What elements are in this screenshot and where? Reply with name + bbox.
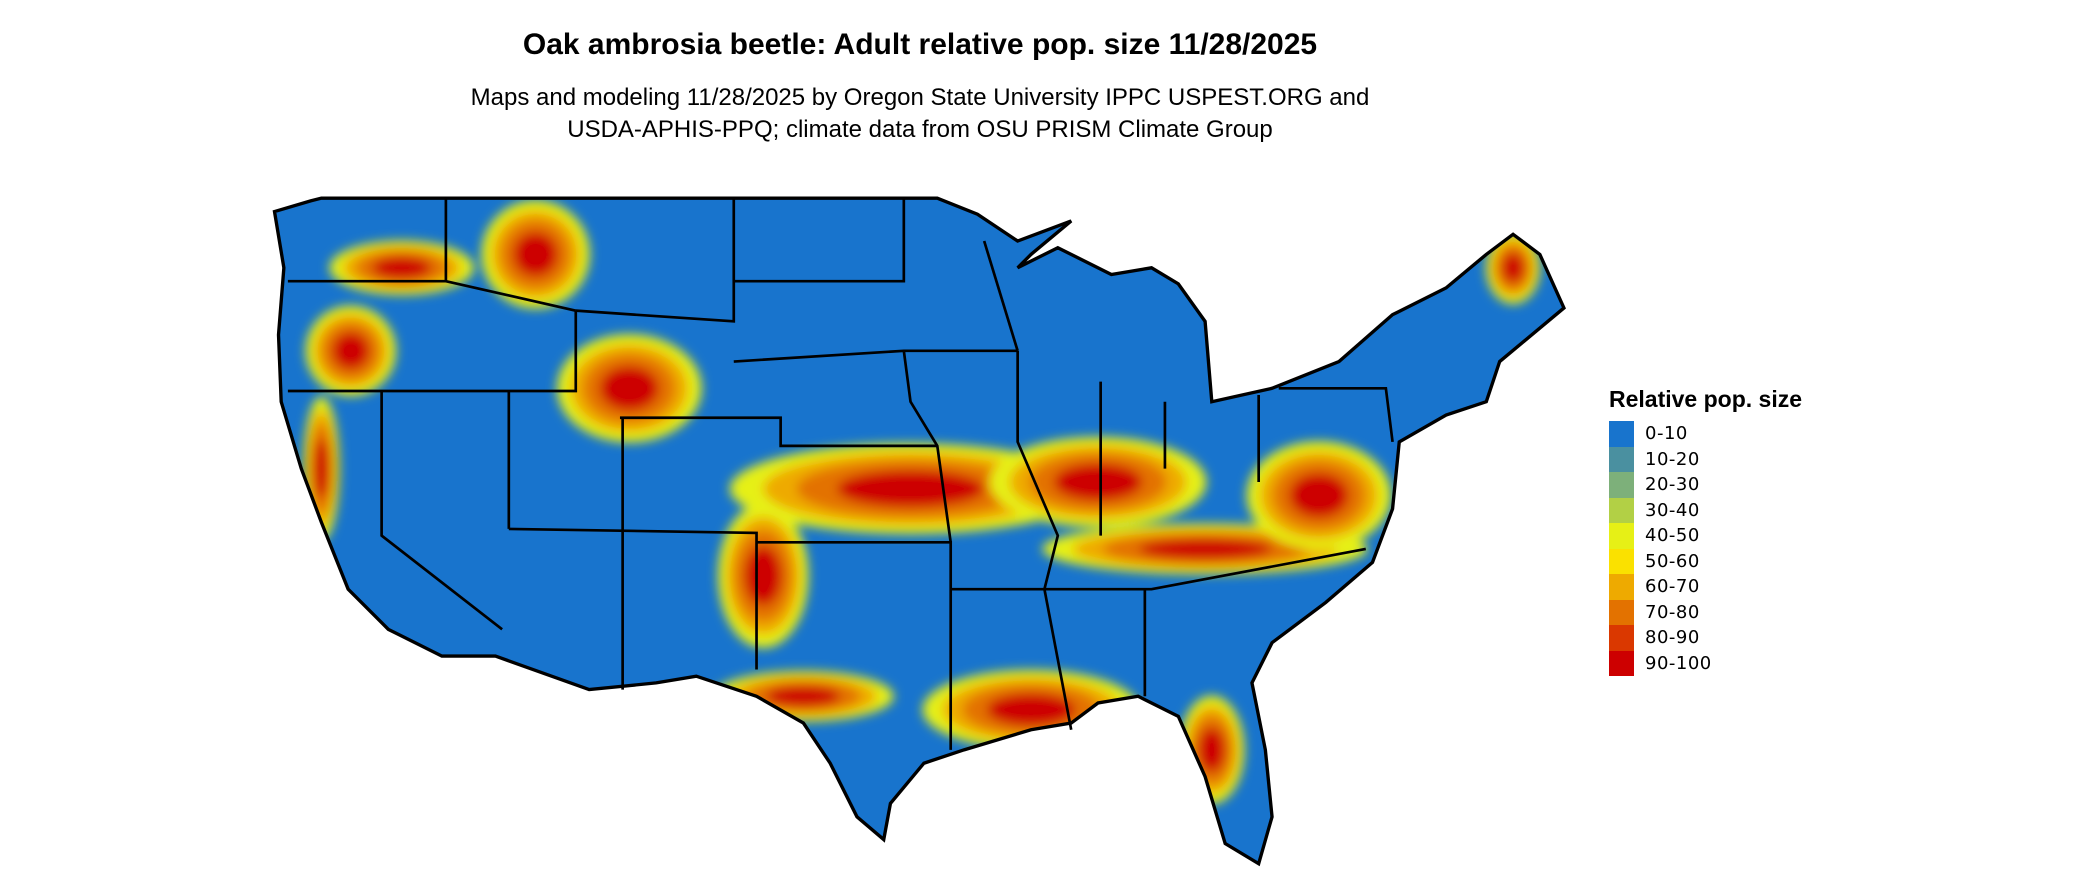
hotspot xyxy=(1053,463,1143,501)
hotspot xyxy=(1198,727,1226,772)
legend-swatch xyxy=(1609,523,1634,549)
hotspot xyxy=(986,693,1076,726)
state-border xyxy=(1016,350,1060,590)
state-border xyxy=(1043,588,1073,731)
us-border xyxy=(272,196,1566,867)
legend-title: Relative pop. size xyxy=(1609,386,1803,412)
legend-label: 50-60 xyxy=(1645,550,1700,572)
legend-item: 10-20 xyxy=(1609,446,1802,472)
legend-label: 20-30 xyxy=(1645,474,1700,496)
map-subtitle-line2: USDA-APHIS-PPQ; climate data from OSU PR… xyxy=(567,116,1273,143)
legend-label: 60-70 xyxy=(1645,576,1700,598)
state-border xyxy=(508,527,758,670)
legend-swatch xyxy=(1609,421,1634,447)
hotspot xyxy=(513,232,558,277)
legend-swatch xyxy=(1609,548,1634,574)
hotspot xyxy=(744,546,782,606)
legend-label: 30-40 xyxy=(1645,499,1700,521)
legend-item: 80-90 xyxy=(1609,625,1802,651)
map-title: Oak ambrosia beetle: Adult relative pop.… xyxy=(522,28,1318,61)
legend-item: 20-30 xyxy=(1609,472,1802,498)
state-border xyxy=(950,547,1367,591)
state-border xyxy=(733,198,906,283)
legend-label: 70-80 xyxy=(1645,601,1700,623)
hotspot xyxy=(1502,253,1525,283)
state-border xyxy=(287,279,577,312)
legend-swatch xyxy=(1609,574,1634,600)
state-border xyxy=(982,240,1019,352)
legend-label: 0-10 xyxy=(1645,423,1688,445)
legend-item: 60-70 xyxy=(1609,574,1802,600)
legend-swatch xyxy=(1609,472,1634,498)
legend-item: 70-80 xyxy=(1609,599,1802,625)
legend: Relative pop. size 0-10 10-20 20-30 30-40 40… xyxy=(1609,386,1802,676)
hotspot xyxy=(1289,473,1349,518)
state-border xyxy=(287,310,578,393)
legend-label: 80-90 xyxy=(1645,627,1700,649)
hotspot xyxy=(313,439,329,499)
state-border xyxy=(575,198,736,323)
state-border xyxy=(1278,386,1394,443)
legend-swatch xyxy=(1609,599,1634,625)
legend-item: 90-100 xyxy=(1609,650,1802,676)
legend-item: 50-60 xyxy=(1609,548,1802,574)
legend-item: 40-50 xyxy=(1609,523,1802,549)
legend-swatch xyxy=(1609,497,1634,523)
state-borders xyxy=(287,198,1394,750)
state-border xyxy=(619,416,938,448)
state-border xyxy=(380,390,503,631)
map-subtitle-line1: Maps and modeling 11/28/2025 by Oregon S… xyxy=(470,84,1370,111)
legend-label: 40-50 xyxy=(1645,525,1700,547)
legend-swatch xyxy=(1609,650,1634,676)
hotspot xyxy=(599,366,659,411)
state-border xyxy=(902,350,953,543)
legend-label: 10-20 xyxy=(1645,448,1700,470)
hotspot xyxy=(766,685,841,707)
legend-swatch xyxy=(1609,446,1634,472)
legend-label: 90-100 xyxy=(1645,652,1712,674)
hotspot xyxy=(332,332,370,370)
hotspot xyxy=(1138,538,1272,560)
legend-item: 30-40 xyxy=(1609,497,1802,523)
legend-item: 0-10 xyxy=(1609,421,1802,447)
hotspot xyxy=(836,470,985,508)
legend-swatch xyxy=(1609,625,1634,651)
population-hotspots xyxy=(303,200,1541,805)
hotspot xyxy=(372,256,432,279)
